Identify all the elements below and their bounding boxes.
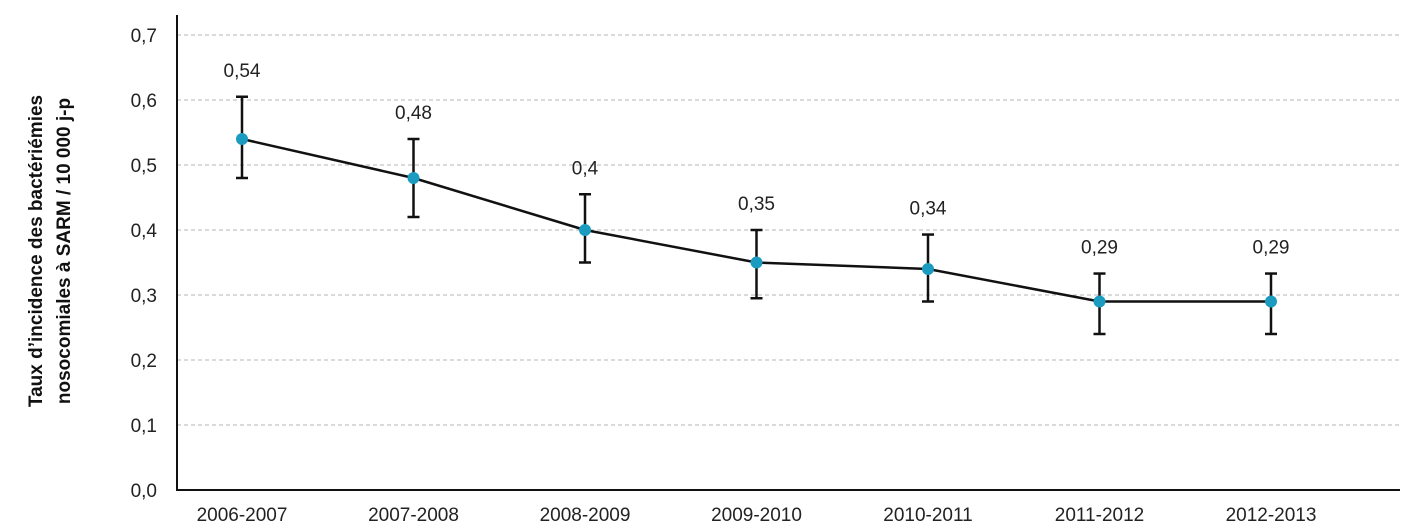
x-tick-label: 2010-2011 — [883, 505, 972, 526]
data-point — [236, 133, 248, 145]
x-tick-label: 2006-2007 — [197, 505, 288, 526]
y-tick-label: 0,1 — [131, 416, 157, 437]
y-tick-label: 0,7 — [131, 26, 157, 47]
data-point — [579, 224, 591, 236]
y-tick-labels: 0,0 0,1 0,2 0,3 0,4 0,5 0,6 0,7 — [131, 26, 158, 502]
y-tick-label: 0,3 — [131, 286, 157, 307]
x-tick-label: 2012-2013 — [1226, 505, 1317, 526]
data-label: 0,54 — [224, 61, 261, 82]
data-label: 0,34 — [910, 199, 947, 220]
y-axis-title: Taux d’incidence des bactériémies nosoco… — [26, 95, 75, 407]
y-axis-title-line2: nosocomiales à SARM / 10 000 j-p — [54, 98, 75, 404]
axes — [176, 15, 1400, 491]
y-tick-label: 0,5 — [131, 156, 157, 177]
x-tick-label: 2009-2010 — [711, 505, 802, 526]
series — [236, 95, 1277, 336]
x-tick-label: 2007-2008 — [368, 505, 459, 526]
data-label: 0,29 — [1081, 238, 1118, 259]
y-tick-label: 0,6 — [131, 91, 157, 112]
data-label: 0,48 — [395, 103, 432, 124]
data-point — [750, 256, 763, 269]
x-tick-label: 2008-2009 — [540, 505, 631, 526]
y-tick-label: 0,2 — [131, 351, 157, 372]
x-tick-label: 2011-2012 — [1055, 505, 1144, 526]
y-tick-label: 0,4 — [131, 221, 158, 242]
y-axis-title-line1: Taux d’incidence des bactériémies — [26, 95, 47, 407]
data-labels: 0,54 0,48 0,4 0,35 0,34 0,29 0,29 — [224, 61, 1290, 259]
grid-lines — [177, 34, 1400, 426]
data-point — [922, 263, 934, 275]
data-label: 0,29 — [1253, 238, 1290, 259]
data-point — [1265, 295, 1277, 308]
x-tick-labels: 2006-2007 2007-2008 2008-2009 2009-2010 2010… — [197, 505, 1317, 526]
data-point — [407, 172, 420, 184]
data-point — [1093, 295, 1106, 308]
y-tick-label: 0,0 — [131, 481, 157, 502]
data-label: 0,35 — [738, 194, 775, 215]
data-label: 0,4 — [572, 158, 599, 179]
